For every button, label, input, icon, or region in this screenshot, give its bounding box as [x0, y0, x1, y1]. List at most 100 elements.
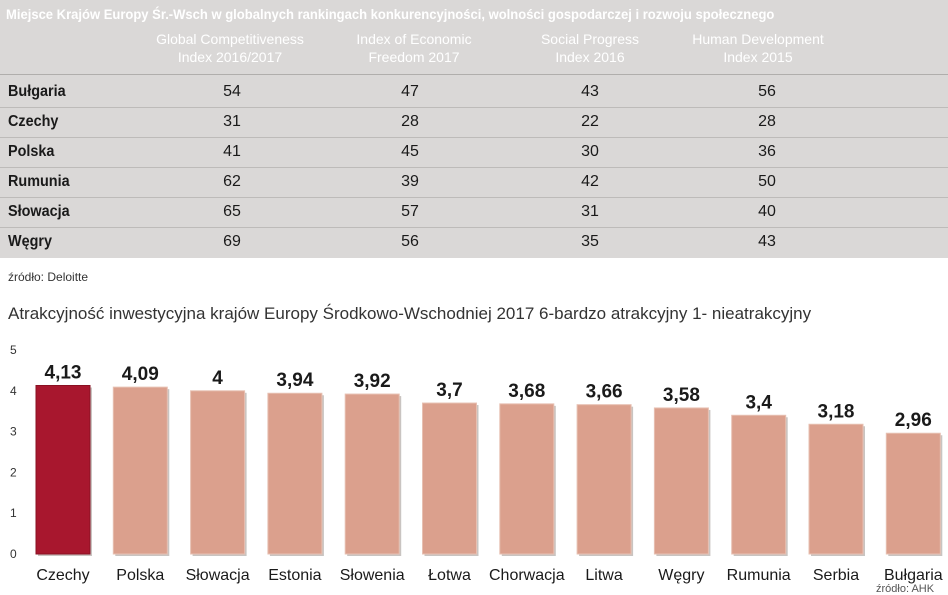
row-country: Czechy: [8, 113, 59, 130]
bar-value-label: 3,4: [745, 392, 772, 413]
y-tick-label: 0: [10, 547, 17, 561]
category-label: Łotwa: [428, 567, 471, 584]
row-value: 69: [223, 233, 241, 250]
row-divider: [0, 107, 948, 108]
table-row: Węgry 69 56 35 43: [0, 227, 948, 257]
row-value: 43: [581, 83, 599, 100]
category-label: Estonia: [268, 567, 321, 584]
row-value: 54: [223, 83, 241, 100]
column-header-line: Global Competitiveness: [156, 31, 304, 47]
bar: [422, 402, 477, 555]
column-header-line: Human Development: [692, 31, 824, 47]
bar-value-label: 2,96: [895, 410, 932, 431]
row-country: Węgry: [8, 233, 53, 250]
header-divider: [0, 74, 948, 75]
category-label: Bułgaria: [884, 567, 943, 584]
category-label: Słowenia: [340, 567, 405, 584]
category-label: Polska: [116, 567, 164, 584]
bar: [499, 403, 555, 555]
row-value: 50: [758, 173, 776, 190]
bar-value-label: 3,7: [436, 380, 462, 401]
column-header-competitiveness: Global Competitiveness Index 2016/2017: [135, 30, 325, 66]
column-header-line: Social Progress: [540, 31, 640, 47]
y-tick-label: 4: [10, 384, 17, 398]
row-value: 31: [581, 203, 599, 220]
column-header-line: Index 2015: [723, 49, 793, 65]
row-country: Słowacja: [8, 203, 70, 220]
row-value: 36: [758, 143, 776, 160]
rankings-table-panel: Miejsce Krajów Europy Śr.-Wsch w globaln…: [0, 0, 948, 258]
row-value: 62: [223, 173, 241, 190]
category-label: Węgry: [658, 567, 704, 584]
table-row: Bułgaria 54 47 43 56: [0, 77, 948, 107]
row-value: 22: [581, 113, 599, 130]
column-header-line: Index 2016/2017: [177, 49, 283, 65]
chart-source: źródło: AHK: [876, 583, 935, 595]
bar-value-label: 3,94: [276, 370, 313, 391]
category-label: Słowacja: [186, 567, 250, 584]
row-value: 56: [758, 83, 776, 100]
table-row: Słowacja 65 57 31 40: [0, 197, 948, 227]
row-value: 47: [401, 83, 419, 100]
bar-value-label: 3,92: [354, 371, 391, 392]
column-header-human-development: Human Development Index 2015: [663, 30, 853, 66]
row-value: 28: [401, 113, 419, 130]
bar: [576, 404, 632, 555]
y-tick-label: 2: [10, 465, 17, 479]
bar-value-label: 3,68: [508, 381, 545, 402]
table-row: Rumunia 62 39 42 50: [0, 167, 948, 197]
row-country: Rumunia: [8, 173, 70, 190]
y-tick-label: 3: [10, 425, 17, 439]
bar: [267, 392, 323, 555]
row-value: 40: [758, 203, 776, 220]
table-row: Polska 41 45 30 36: [0, 137, 948, 167]
category-label: Serbia: [813, 567, 859, 584]
row-value: 56: [401, 233, 419, 250]
bar: [808, 423, 864, 555]
row-divider: [0, 167, 948, 168]
y-tick-label: 1: [10, 506, 17, 520]
row-value: 28: [758, 113, 776, 130]
bar: [653, 407, 709, 555]
table-source: źródło: Deloitte: [8, 270, 89, 284]
bar-value-label: 3,58: [663, 385, 700, 406]
bar: [35, 384, 91, 555]
row-value: 42: [581, 173, 599, 190]
row-value: 35: [581, 233, 599, 250]
row-value: 41: [223, 143, 241, 160]
bar: [112, 386, 168, 555]
row-value: 45: [401, 143, 419, 160]
bar-value-label: 4,09: [122, 364, 159, 385]
category-label: Rumunia: [727, 567, 791, 584]
category-label: Litwa: [585, 567, 622, 584]
row-value: 30: [581, 143, 599, 160]
bar: [885, 432, 941, 555]
row-value: 31: [223, 113, 241, 130]
row-value: 57: [401, 203, 419, 220]
bar-value-label: 4,13: [45, 362, 82, 383]
bar-value-label: 3,66: [586, 382, 623, 403]
row-divider: [0, 227, 948, 228]
column-header-economic-freedom: Index of Economic Freedom 2017: [319, 30, 509, 66]
column-header-line: Index 2016: [555, 49, 625, 65]
row-country: Polska: [8, 143, 55, 160]
bar: [731, 414, 787, 555]
bar-value-label: 4: [212, 368, 223, 389]
table-row: Czechy 31 28 22 28: [0, 107, 948, 137]
row-divider: [0, 197, 948, 198]
column-header-line: Freedom 2017: [368, 49, 460, 65]
bar-chart: 0 1 2 3 4 5 4,13 Czechy 4,09 Polska 4 Słowacja 3,94 E…: [10, 343, 943, 584]
column-header-line: Index of Economic: [356, 31, 472, 47]
bar: [190, 390, 246, 555]
row-value: 65: [223, 203, 241, 220]
table-title: Miejsce Krajów Europy Śr.-Wsch w globaln…: [6, 6, 775, 22]
row-divider: [0, 137, 948, 138]
chart-title: Atrakcyjność inwestycyjna krajów Europy …: [8, 304, 812, 323]
category-label: Czechy: [36, 567, 89, 584]
category-label: Chorwacja: [489, 567, 565, 584]
row-value: 39: [401, 173, 419, 190]
bar: [344, 393, 400, 555]
bar-value-label: 3,18: [818, 401, 855, 422]
y-tick-label: 5: [10, 343, 17, 357]
column-header-social-progress: Social Progress Index 2016: [495, 30, 685, 66]
